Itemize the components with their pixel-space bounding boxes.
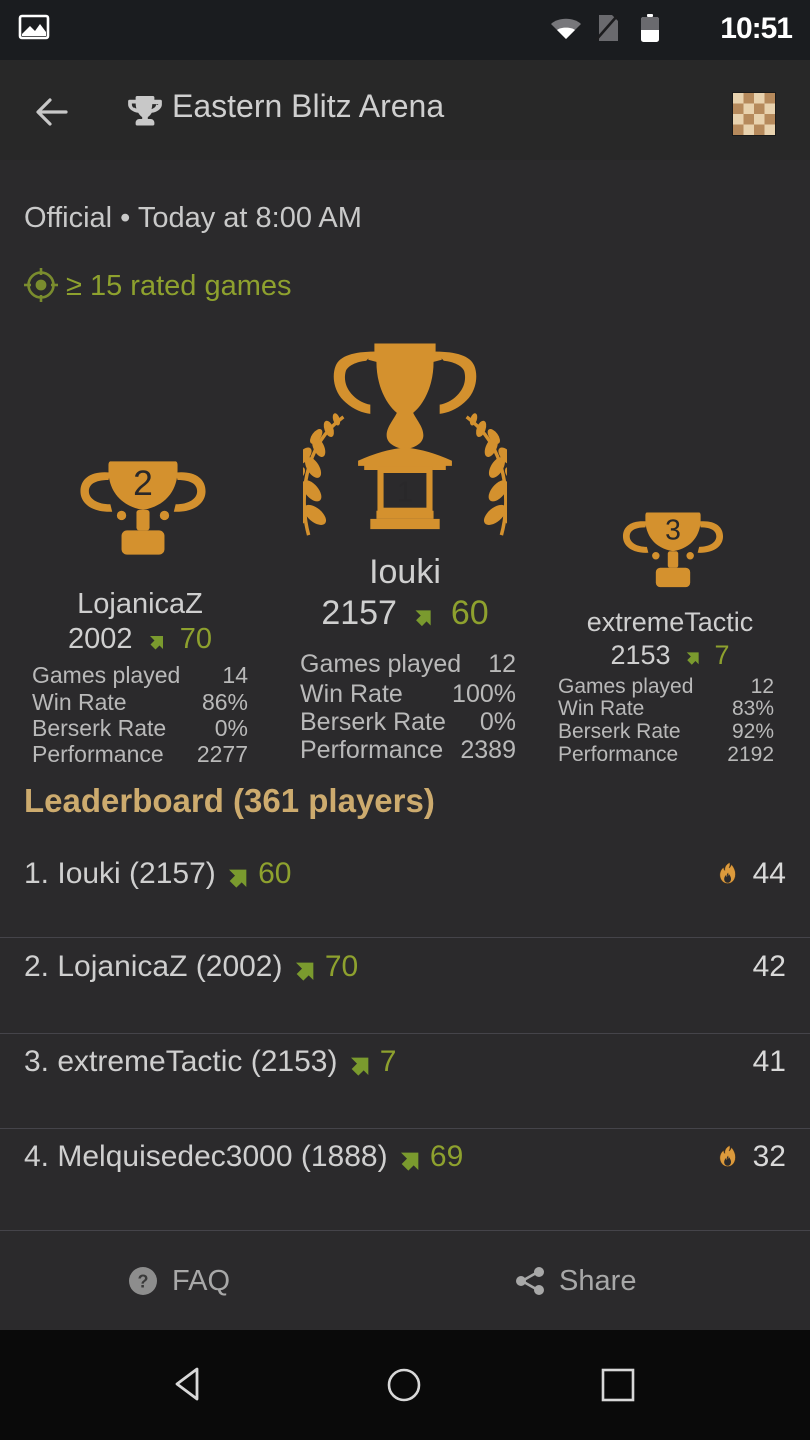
svg-text:1: 1: [397, 477, 413, 509]
svg-text:3: 3: [665, 514, 681, 546]
svg-text:?: ?: [138, 1272, 149, 1292]
svg-text:2: 2: [133, 463, 153, 503]
